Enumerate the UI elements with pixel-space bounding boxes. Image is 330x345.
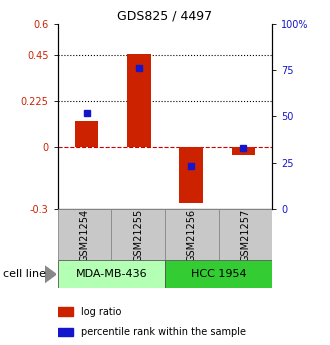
Bar	[218, 209, 272, 260]
Title: GDS825 / 4497: GDS825 / 4497	[117, 10, 213, 23]
Bar	[58, 260, 165, 288]
Bar	[58, 307, 73, 316]
Text: cell line: cell line	[3, 269, 46, 279]
Text: percentile rank within the sample: percentile rank within the sample	[81, 327, 246, 337]
Text: GSM21255: GSM21255	[133, 209, 143, 262]
Bar	[232, 147, 255, 155]
Bar	[112, 209, 165, 260]
Bar	[58, 328, 73, 336]
Polygon shape	[45, 266, 56, 283]
Text: GSM21257: GSM21257	[241, 209, 250, 262]
Bar	[75, 120, 98, 147]
Text: MDA-MB-436: MDA-MB-436	[76, 269, 147, 279]
Bar	[165, 209, 218, 260]
Bar	[58, 209, 112, 260]
Text: GSM21254: GSM21254	[80, 209, 89, 262]
Text: HCC 1954: HCC 1954	[191, 269, 247, 279]
Text: log ratio: log ratio	[81, 306, 122, 316]
Bar	[165, 260, 272, 288]
Bar	[127, 54, 150, 147]
Text: GSM21256: GSM21256	[187, 209, 197, 262]
Bar	[180, 147, 203, 203]
